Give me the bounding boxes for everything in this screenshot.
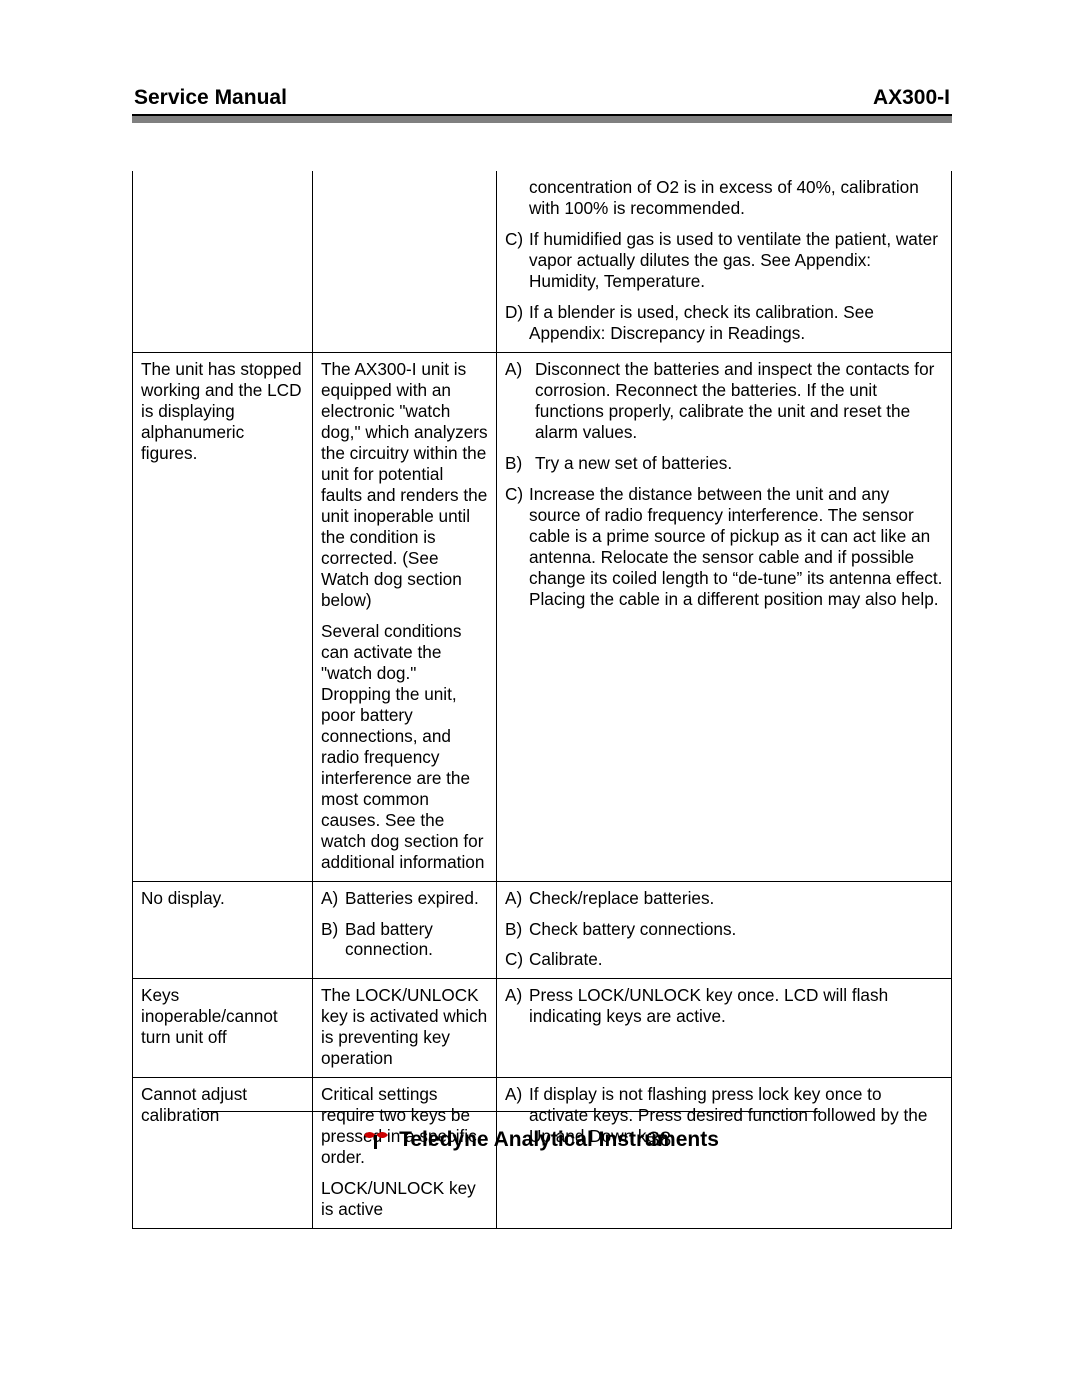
page-container: Service Manual AX300-I concentration of … — [0, 0, 1080, 1229]
remedy-cell: concentration of O2 is in excess of 40%,… — [497, 171, 952, 352]
symptom-cell: No display. — [133, 881, 313, 979]
cause-cell — [313, 171, 497, 352]
header-title-left: Service Manual — [134, 86, 287, 110]
remedy-cell: A) Press LOCK/UNLOCK key once. LCD will … — [497, 979, 952, 1078]
cause-text: LOCK/UNLOCK key is active — [321, 1178, 488, 1220]
table-row: Keys inoperable/cannot turn unit off The… — [133, 979, 952, 1078]
item-text: Bad battery connection. — [345, 919, 488, 961]
item-text: If a blender is used, check its calibrat… — [529, 302, 943, 344]
symptom-text: Cannot adjust calibration — [141, 1084, 304, 1126]
header-title-right: AX300-I — [873, 86, 950, 110]
item-label: A) — [505, 985, 529, 1027]
table-row: concentration of O2 is in excess of 40%,… — [133, 171, 952, 352]
item-text: Press LOCK/UNLOCK key once. LCD will fla… — [529, 985, 943, 1027]
item-label: A) — [505, 359, 535, 443]
symptom-text: Keys inoperable/cannot turn unit off — [141, 985, 304, 1048]
symptom-text: The unit has stopped working and the LCD… — [141, 359, 304, 464]
symptom-text: No display. — [141, 888, 304, 909]
item-text: Batteries expired. — [345, 888, 488, 909]
item-label: D) — [505, 302, 529, 344]
item-text: Try a new set of batteries. — [535, 453, 943, 474]
item-text: Increase the distance between the unit a… — [529, 484, 943, 610]
remedy-item: C) Calibrate. — [505, 949, 943, 970]
item-text: concentration of O2 is in excess of 40%,… — [529, 177, 943, 219]
remedy-item: A) Press LOCK/UNLOCK key once. LCD will … — [505, 985, 943, 1027]
item-label: A) — [505, 888, 529, 909]
remedy-item: D) If a blender is used, check its calib… — [505, 302, 943, 344]
teledyne-logo-icon — [361, 1129, 391, 1151]
symptom-cell — [133, 171, 313, 352]
cause-text: The LOCK/UNLOCK key is activated which i… — [321, 985, 488, 1069]
remedy-item: A) Disconnect the batteries and inspect … — [505, 359, 943, 443]
item-label: C) — [505, 949, 529, 970]
page-footer: Teledyne Analytical Instruments — [0, 1128, 1080, 1156]
remedy-item: concentration of O2 is in excess of 40%,… — [505, 177, 943, 219]
item-text: If humidified gas is used to ventilate t… — [529, 229, 943, 292]
item-label: C) — [505, 484, 529, 610]
item-label: C) — [505, 229, 529, 292]
troubleshooting-table: concentration of O2 is in excess of 40%,… — [132, 171, 952, 1229]
symptom-cell: Keys inoperable/cannot turn unit off — [133, 979, 313, 1078]
item-label: A) — [321, 888, 345, 909]
remedy-item: C) If humidified gas is used to ventilat… — [505, 229, 943, 292]
page-number: 38 — [648, 1128, 671, 1152]
item-label — [505, 177, 529, 219]
footer-rule — [200, 1111, 820, 1112]
cause-text: Several conditions can activate the "wat… — [321, 621, 488, 873]
cause-cell: The AX300-I unit is equipped with an ele… — [313, 352, 497, 881]
item-label: B) — [505, 919, 529, 940]
remedy-item: B) Check battery connections. — [505, 919, 943, 940]
header-rule — [132, 114, 952, 123]
item-text: Check/replace batteries. — [529, 888, 943, 909]
item-label: B) — [321, 919, 345, 961]
symptom-cell: The unit has stopped working and the LCD… — [133, 352, 313, 881]
remedy-item: B) Try a new set of batteries. — [505, 453, 943, 474]
remedy-item: C) Increase the distance between the uni… — [505, 484, 943, 610]
item-text: Calibrate. — [529, 949, 943, 970]
remedy-item: A) Check/replace batteries. — [505, 888, 943, 909]
page-header: Service Manual AX300-I — [132, 86, 952, 114]
table-row: The unit has stopped working and the LCD… — [133, 352, 952, 881]
item-text: Disconnect the batteries and inspect the… — [535, 359, 943, 443]
cause-cell: A) Batteries expired. B) Bad battery con… — [313, 881, 497, 979]
cause-text: The AX300-I unit is equipped with an ele… — [321, 359, 488, 611]
item-text: Check battery connections. — [529, 919, 943, 940]
item-label: B) — [505, 453, 535, 474]
cause-cell: The LOCK/UNLOCK key is activated which i… — [313, 979, 497, 1078]
table-row: No display. A) Batteries expired. B) Bad… — [133, 881, 952, 979]
remedy-cell: A) Check/replace batteries. B) Check bat… — [497, 881, 952, 979]
cause-item: A) Batteries expired. — [321, 888, 488, 909]
remedy-cell: A) Disconnect the batteries and inspect … — [497, 352, 952, 881]
cause-item: B) Bad battery connection. — [321, 919, 488, 961]
